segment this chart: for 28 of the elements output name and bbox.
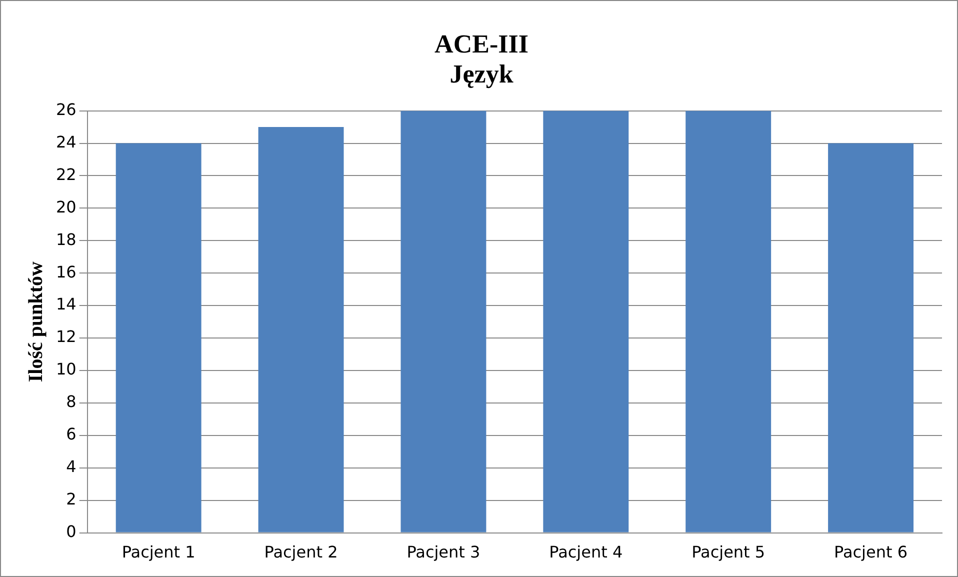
y-tick-label: 16: [56, 262, 76, 282]
bar: [116, 143, 202, 532]
x-tick-label: Pacjent 6: [834, 542, 908, 562]
y-tick-label: 20: [56, 197, 76, 216]
y-tick-label: 2: [66, 489, 76, 508]
bar: [400, 110, 486, 532]
y-axis-title: Ilość punktów: [25, 260, 48, 382]
y-tick-label: 18: [56, 230, 76, 249]
y-tick-label: 8: [66, 392, 76, 412]
x-tick-label: Pacjent 5: [692, 542, 766, 562]
chart-title: ACE-III Język: [434, 30, 528, 89]
y-tick-label: 0: [66, 522, 76, 541]
x-tick-label: Pacjent 3: [406, 542, 480, 562]
x-tick-label: Pacjent 2: [264, 542, 338, 562]
bar: [258, 127, 344, 532]
bar: [828, 143, 914, 532]
y-tick-label: 4: [66, 457, 76, 476]
bar: [686, 110, 772, 532]
y-tick-label: 12: [56, 327, 76, 346]
y-tick-label: 24: [56, 132, 76, 152]
y-tick-label: 26: [56, 100, 76, 119]
x-tick-label: Pacjent 4: [549, 542, 623, 562]
y-tick-label: 14: [56, 294, 76, 314]
y-tick-label: 22: [56, 164, 76, 184]
y-tick-label: 6: [66, 424, 76, 444]
x-tick-label: Pacjent 1: [122, 542, 196, 562]
bar: [543, 110, 629, 532]
y-tick-label: 10: [56, 360, 76, 379]
